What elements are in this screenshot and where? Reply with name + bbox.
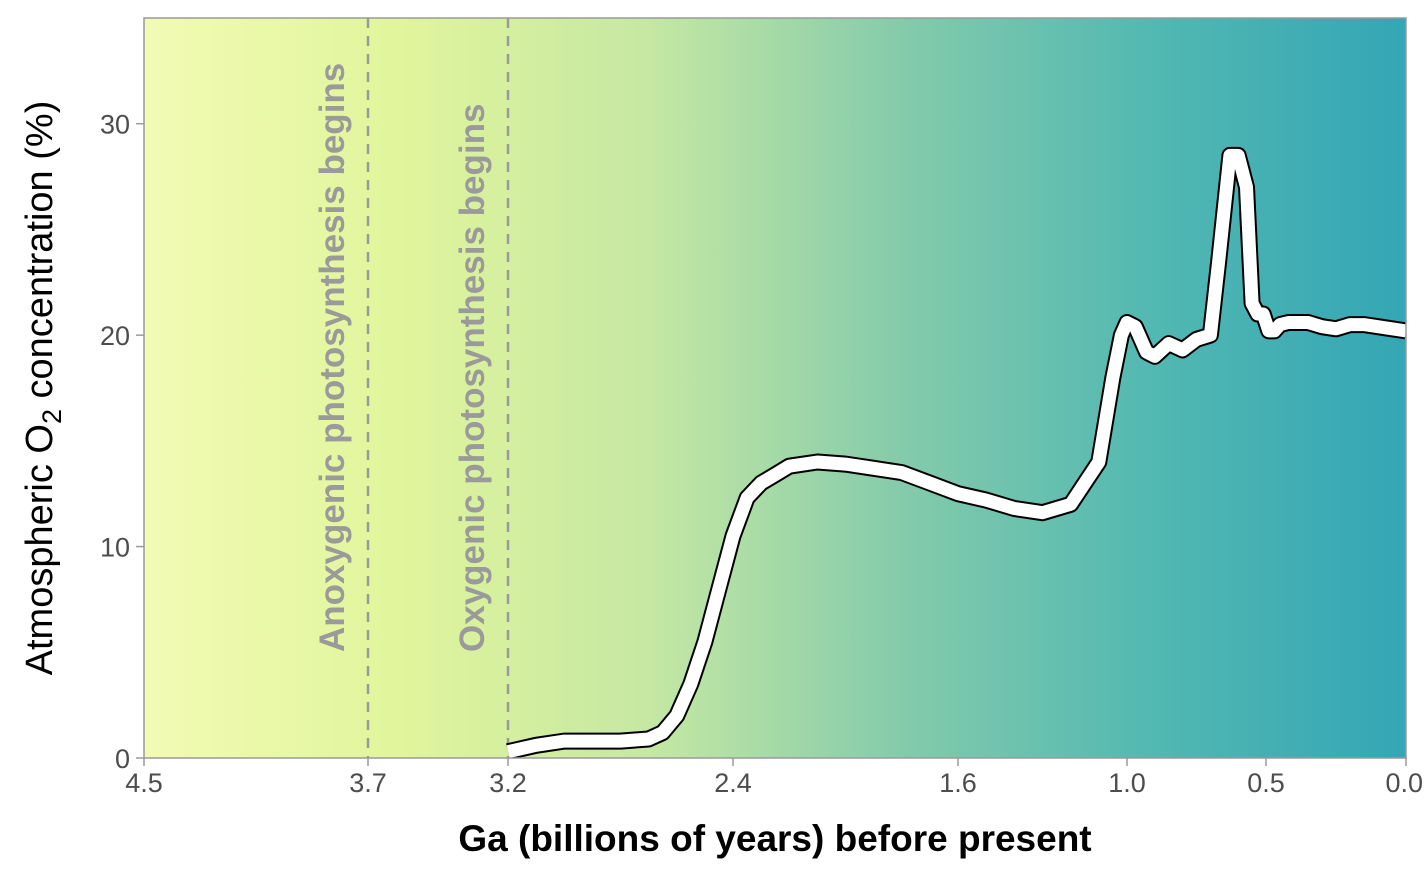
y-tick-label-3: 30 [100, 110, 130, 140]
x-tick-label-6: 0.5 [1247, 768, 1285, 798]
y-axis-title: Atmospheric O2 concentration (%) [19, 101, 67, 676]
x-tick-label-1: 3.7 [349, 768, 387, 798]
y-tick-label-1: 10 [100, 533, 130, 563]
x-tick-label-4: 1.6 [939, 768, 977, 798]
x-tick-label-2: 3.2 [489, 768, 527, 798]
y-tick-label-2: 20 [100, 321, 130, 351]
y-tick-label-0: 0 [115, 744, 130, 774]
x-axis-title: Ga (billions of years) before present [458, 818, 1091, 859]
x-tick-label-7: 0.0 [1385, 768, 1423, 798]
y-axis: 0 10 20 30 [100, 110, 144, 774]
y-axis-title-main: Atmospheric O [19, 424, 61, 675]
series-line-group [506, 146, 1406, 758]
x-axis: 4.5 3.7 3.2 2.4 1.6 1.0 0.5 0.0 [125, 758, 1423, 798]
x-tick-label-5: 1.0 [1108, 768, 1146, 798]
plot-border [143, 17, 1407, 759]
annotation-label-1: Oxygenic photosynthesis begins [453, 104, 492, 652]
plot-background [144, 18, 1406, 758]
x-tick-label-0: 4.5 [125, 768, 163, 798]
y-axis-title-subscript: 2 [37, 409, 67, 424]
annotation-group: Anoxygenic photosynthesis begins Oxygenic… [313, 18, 510, 758]
x-tick-label-3: 2.4 [714, 768, 752, 798]
annotation-label-0: Anoxygenic photosynthesis begins [313, 63, 352, 652]
y-axis-title-rest: concentration (%) [19, 101, 61, 409]
series-line-0 [506, 148, 1406, 758]
